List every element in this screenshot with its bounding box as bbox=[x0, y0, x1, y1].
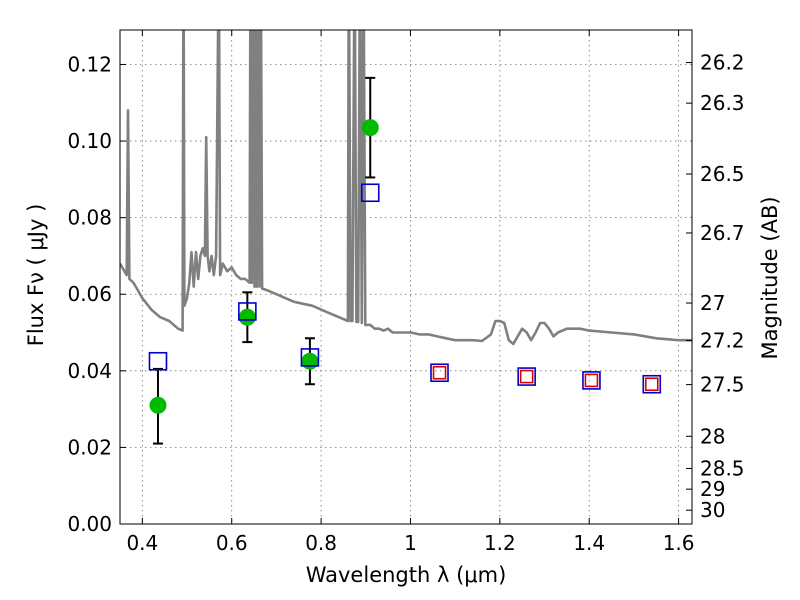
x-tick-label: 1.6 bbox=[663, 531, 695, 555]
x-tick-label: 1.4 bbox=[573, 531, 605, 555]
right-tick-label: 27 bbox=[700, 291, 725, 315]
grid bbox=[120, 30, 692, 525]
right-tick-label: 28 bbox=[700, 424, 725, 448]
observed-flux-point bbox=[238, 308, 256, 326]
x-tick-label: 0.4 bbox=[126, 531, 158, 555]
x-tick-label: 1.2 bbox=[484, 531, 516, 555]
x-tick-label: 0.6 bbox=[216, 531, 248, 555]
model-flux-marker-blue bbox=[300, 348, 320, 367]
observed-flux-point bbox=[361, 119, 379, 137]
model-flux-marker-red bbox=[584, 373, 599, 388]
right-axis-label: Magnitude (AB) bbox=[758, 196, 782, 359]
y-tick-label: 0.06 bbox=[67, 282, 112, 306]
y-tick-label: 0.12 bbox=[67, 52, 112, 76]
model-flux-marker-blue bbox=[238, 302, 257, 321]
y-tick-label: 0.10 bbox=[67, 129, 112, 153]
model-flux-marker-blue bbox=[642, 374, 662, 394]
y-tick-label: 0.08 bbox=[67, 206, 112, 230]
model-flux-marker-blue bbox=[582, 371, 601, 390]
right-tick-label: 29 bbox=[700, 477, 725, 501]
plot-frame bbox=[119, 29, 693, 525]
model-flux-marker-blue bbox=[517, 367, 536, 386]
plot-area bbox=[120, 30, 692, 445]
model-flux-marker-blue bbox=[148, 351, 168, 371]
right-tick-label: 28.5 bbox=[700, 456, 745, 480]
observed-flux-point bbox=[301, 352, 319, 370]
y-tick-label: 0.04 bbox=[67, 359, 112, 383]
x-axis-label: Wavelength λ (μm) bbox=[306, 563, 507, 587]
observed-flux-point bbox=[149, 396, 167, 414]
right-tick-label: 26.5 bbox=[700, 162, 745, 186]
right-tick-label: 26.2 bbox=[700, 51, 745, 75]
y-axis-label: Flux Fν ( μJy ) bbox=[24, 204, 48, 347]
right-tick-label: 26.7 bbox=[700, 221, 745, 245]
x-tick-label: 1 bbox=[404, 531, 417, 555]
y-axis: 0.00 0.02 0.04 0.06 0.08 0.10 0.12 bbox=[67, 52, 126, 536]
x-tick-label: 0.8 bbox=[305, 531, 337, 555]
y-tick-label: 0.00 bbox=[67, 512, 112, 536]
y-tick-label: 0.02 bbox=[67, 435, 112, 459]
model-flux-marker-blue bbox=[360, 183, 380, 203]
model-flux-marker-red bbox=[644, 377, 659, 392]
model-flux-marker-red bbox=[432, 365, 447, 380]
model-spectrum-line bbox=[120, 30, 692, 346]
right-tick-label: 27.2 bbox=[700, 329, 745, 353]
right-tick-label: 26.3 bbox=[700, 91, 745, 115]
x-axis: 0.4 0.6 0.8 1 1.2 1.4 1.6 bbox=[126, 30, 695, 555]
right-tick-label: 27.5 bbox=[700, 373, 745, 397]
model-flux-marker-red bbox=[519, 369, 534, 384]
model-flux-marker-blue bbox=[430, 363, 449, 383]
right-tick-label: 30 bbox=[700, 498, 725, 522]
